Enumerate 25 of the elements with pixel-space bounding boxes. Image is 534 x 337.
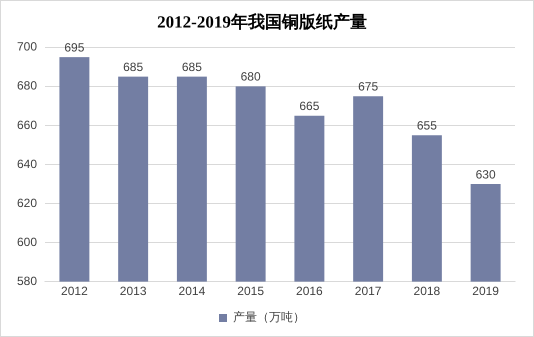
y-tick-label: 700 [16,40,38,54]
data-label: 630 [476,167,496,182]
x-tick-label: 2014 [178,284,206,298]
legend-label: 产量（万吨） [233,310,305,324]
y-tick-label: 640 [16,156,38,171]
x-tick-label: 2013 [120,284,147,298]
y-tick-label: 660 [16,118,38,132]
x-tick-label: 2017 [354,284,382,298]
y-tick-label: 620 [16,196,38,210]
x-tick-label: 2012 [61,284,88,298]
y-tick-label: 600 [16,234,38,249]
x-tick-label: 2019 [472,284,500,298]
x-tick-label: 2016 [296,284,324,298]
data-label: 665 [299,99,320,114]
data-label: 685 [182,60,202,74]
y-tick-label: 680 [16,78,38,93]
chart-title: 2012-2019年我国铜版纸产量 [157,12,367,32]
x-tick-label: 2015 [237,284,264,298]
data-label: 675 [358,80,378,94]
data-label: 680 [240,70,261,84]
x-tick-label: 2018 [414,284,441,298]
data-label: 685 [123,60,144,74]
y-tick-label: 580 [16,274,38,288]
data-label: 695 [64,40,85,54]
data-label: 655 [416,118,438,133]
